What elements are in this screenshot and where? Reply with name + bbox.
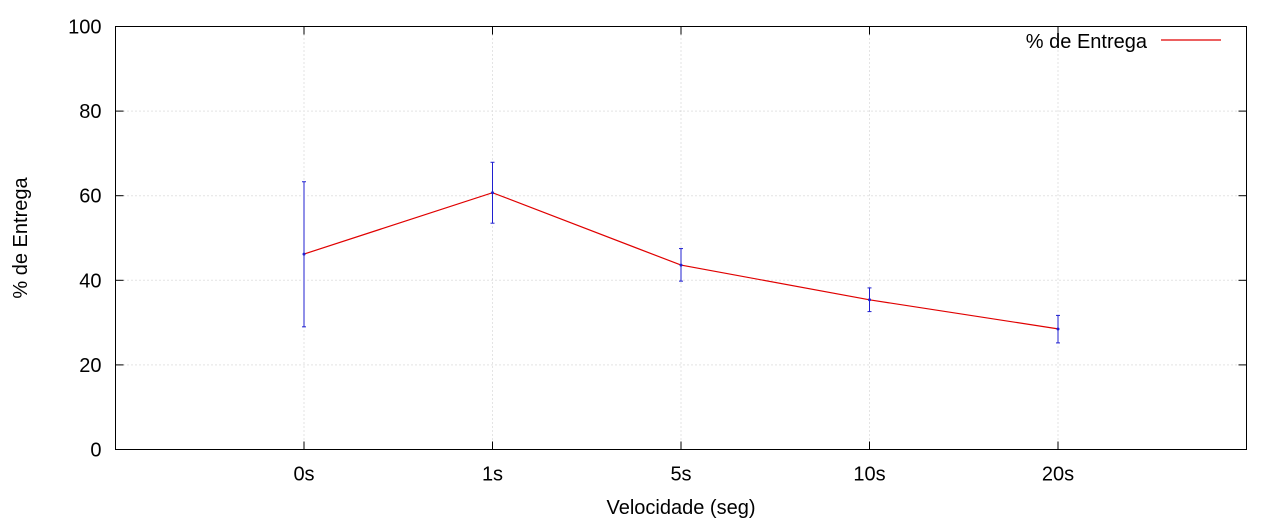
y-tick-label: 60: [79, 186, 101, 208]
data-point: [1056, 327, 1060, 331]
x-tick-label: 5s: [670, 464, 691, 486]
y-axis-label: % de Entrega: [10, 177, 32, 299]
y-tick-label: 0: [90, 440, 101, 462]
x-tick-label: 0s: [293, 464, 314, 486]
plot-frame: [115, 26, 1247, 450]
y-tick-label: 40: [79, 270, 101, 292]
x-tick-label: 10s: [853, 464, 885, 486]
y-tick-label: 100: [68, 17, 101, 39]
y-tick-label: 80: [79, 101, 101, 123]
y-tick-label: 20: [79, 355, 101, 377]
grid: [115, 26, 1247, 450]
data-point: [679, 263, 683, 267]
data-point: [868, 298, 871, 302]
series: [302, 161, 1060, 344]
legend-label: % de Entrega: [1026, 31, 1148, 53]
legend: % de Entrega: [1026, 31, 1221, 53]
x-tick-label: 20s: [1042, 464, 1074, 486]
data-point: [302, 252, 306, 256]
x-tick-label: 1s: [482, 464, 503, 486]
x-axis-label: Velocidade (seg): [607, 497, 756, 519]
data-point: [491, 191, 494, 195]
ticks: 0 20 40 60 80 100 0s 1s 5s 10s 20s: [68, 17, 1247, 486]
